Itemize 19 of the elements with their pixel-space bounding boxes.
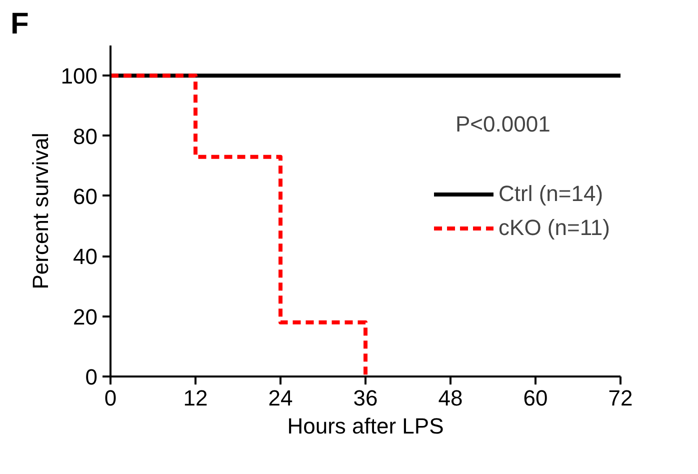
y-tick-label: 100: [60, 64, 98, 89]
y-axis-title: Percent survival: [28, 132, 53, 290]
legend-label: cKO (n=11): [498, 214, 610, 240]
y-tick-label: 60: [73, 184, 98, 209]
x-tick-label: 72: [608, 386, 633, 410]
x-tick-label: 60: [523, 386, 548, 410]
x-tick-label: 36: [353, 386, 378, 410]
y-tick-label: 80: [73, 124, 98, 149]
x-tick-label: 12: [183, 386, 208, 410]
x-tick-label: 24: [268, 386, 293, 410]
annotation: P<0.0001: [456, 112, 550, 136]
x-tick-label: 0: [104, 386, 117, 410]
x-axis-title: Hours after LPS: [287, 414, 444, 438]
y-tick-label: 40: [73, 244, 98, 270]
y-tick-label: 0: [85, 364, 98, 390]
y-tick-label: 20: [73, 304, 98, 330]
text: F: [10, 8, 29, 40]
x-tick-label: 48: [438, 386, 463, 410]
legend-label: Ctrl (n=14): [498, 180, 604, 206]
